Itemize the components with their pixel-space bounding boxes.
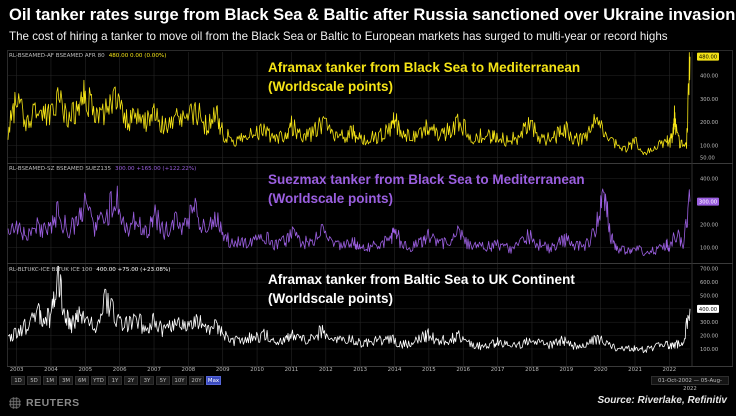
last-value-label: 300.00 bbox=[699, 200, 717, 206]
x-tick-label: 2004 bbox=[44, 367, 58, 373]
panel-info-values: 400.00 +75.00 (+23.08%) bbox=[96, 267, 171, 273]
series-label-line: (Worldscale points) bbox=[268, 191, 394, 206]
panel-info-code: RL-BSEAMED-AF BSEAMED AFR 80 bbox=[9, 53, 105, 59]
x-tick-label: 2011 bbox=[285, 367, 299, 373]
x-tick-label: 2003 bbox=[10, 367, 24, 373]
y-tick-label: 200.00 bbox=[700, 222, 718, 228]
x-tick-label: 2022 bbox=[663, 367, 677, 373]
range-button-5d[interactable]: 5D bbox=[27, 376, 41, 385]
y-tick-label: 200.00 bbox=[700, 120, 718, 126]
chart-subtitle: The cost of hiring a tanker to move oil … bbox=[9, 30, 668, 43]
series-label-line: (Worldscale points) bbox=[268, 291, 394, 306]
range-button-5y[interactable]: 5Y bbox=[156, 376, 170, 385]
series-label-line: (Worldscale points) bbox=[268, 79, 394, 94]
x-tick-label: 2017 bbox=[491, 367, 505, 373]
x-tick-label: 2015 bbox=[422, 367, 436, 373]
panel-info-line: RL-BSEAMED-AF BSEAMED AFR 80 480.00 0.00 … bbox=[9, 53, 166, 59]
range-button-3m[interactable]: 3M bbox=[59, 376, 73, 385]
last-value-badge bbox=[697, 304, 719, 313]
x-tick-label: 2010 bbox=[250, 367, 264, 373]
range-button-2y[interactable]: 2Y bbox=[124, 376, 138, 385]
last-value-badge bbox=[697, 52, 719, 61]
series-label-line: Aframax tanker from Baltic Sea to UK Con… bbox=[268, 272, 575, 287]
reuters-logo: REUTERS bbox=[9, 396, 80, 410]
y-tick-label: 50.00 bbox=[700, 155, 715, 161]
series-label-2: Suezmax tanker from Black Sea to Mediter… bbox=[268, 170, 585, 208]
x-tick-label: 2019 bbox=[559, 367, 573, 373]
y-tick-label: 100.00 bbox=[700, 245, 718, 251]
series-label-3: Aframax tanker from Baltic Sea to UK Con… bbox=[268, 270, 575, 308]
reuters-logo-text: REUTERS bbox=[26, 397, 80, 409]
range-button-max[interactable]: Max bbox=[206, 376, 221, 385]
y-tick-label: 300.00 bbox=[700, 97, 718, 103]
panel-info-code: RL-BSEAMED-SZ BSEAMED SUEZ135 bbox=[9, 166, 112, 172]
chart-title: Oil tanker rates surge from Black Sea & … bbox=[9, 6, 736, 24]
y-tick-label: 600.00 bbox=[700, 280, 718, 286]
range-button-1y[interactable]: 1Y bbox=[108, 376, 122, 385]
range-button-10y[interactable]: 10Y bbox=[172, 376, 187, 385]
x-tick-label: 2005 bbox=[78, 367, 92, 373]
panel-info-line: RL-BSEAMED-SZ BSEAMED SUEZ135 300.00 +165… bbox=[9, 166, 196, 172]
panel-info-code: RL-BLTUKC-ICE BLTUK ICE 100 bbox=[9, 267, 93, 273]
range-button-1d[interactable]: 1D bbox=[11, 376, 25, 385]
range-button-3y[interactable]: 3Y bbox=[140, 376, 154, 385]
panel-info-line: RL-BLTUKC-ICE BLTUK ICE 100 400.00 +75.00… bbox=[9, 267, 170, 273]
x-tick-label: 2008 bbox=[182, 367, 196, 373]
y-tick-label: 400.00 bbox=[700, 73, 718, 79]
x-tick-label: 2007 bbox=[147, 367, 161, 373]
y-tick-label: 100.00 bbox=[700, 144, 718, 150]
range-selector-bar: 01-Oct-2002 — 05-Aug-2022 1D 5D 1M 3M 6M YTD 1… bbox=[7, 376, 733, 392]
range-button-6m[interactable]: 6M bbox=[75, 376, 89, 385]
range-button-ytd[interactable]: YTD bbox=[91, 376, 106, 385]
reuters-dots-icon bbox=[9, 397, 21, 409]
x-tick-label: 2009 bbox=[216, 367, 230, 373]
x-tick-label: 2020 bbox=[594, 367, 608, 373]
series-label-line: Suezmax tanker from Black Sea to Mediter… bbox=[268, 172, 585, 187]
series-line-1 bbox=[7, 52, 691, 156]
x-tick-label: 2016 bbox=[456, 367, 470, 373]
chart-area bbox=[7, 50, 733, 367]
y-tick-label: 300.00 bbox=[700, 320, 718, 326]
x-tick-label: 2018 bbox=[525, 367, 539, 373]
date-range-display[interactable]: 01-Oct-2002 — 05-Aug-2022 bbox=[651, 376, 729, 392]
series-line-3 bbox=[7, 265, 691, 354]
y-tick-label: 700.00 bbox=[700, 267, 718, 273]
range-button-20y[interactable]: 20Y bbox=[189, 376, 204, 385]
x-tick-label: 2014 bbox=[388, 367, 402, 373]
last-value-label: 400.00 bbox=[699, 307, 717, 313]
source-note: Source: Riverlake, Refinitiv bbox=[597, 395, 728, 406]
series-label-line: Aframax tanker from Black Sea to Mediter… bbox=[268, 60, 581, 75]
x-tick-label: 2006 bbox=[113, 367, 127, 373]
series-line-2 bbox=[7, 185, 691, 256]
last-value-badge bbox=[697, 197, 719, 206]
x-tick-label: 2021 bbox=[628, 367, 642, 373]
y-tick-label: 200.00 bbox=[700, 334, 718, 340]
y-tick-label: 100.00 bbox=[700, 347, 718, 353]
panel-info-values: 480.00 0.00 (0.00%) bbox=[108, 53, 167, 59]
x-tick-label: 2013 bbox=[353, 367, 367, 373]
x-tick-label: 2012 bbox=[319, 367, 333, 373]
last-value-label: 480.00 bbox=[699, 55, 717, 61]
panel-info-values: 300.00 +165.00 (+122.22%) bbox=[115, 166, 197, 172]
y-tick-label: 400.00 bbox=[700, 177, 718, 183]
range-button-1m[interactable]: 1M bbox=[43, 376, 57, 385]
y-tick-label: 500.00 bbox=[700, 293, 718, 299]
series-label-1: Aframax tanker from Black Sea to Mediter… bbox=[268, 58, 580, 96]
